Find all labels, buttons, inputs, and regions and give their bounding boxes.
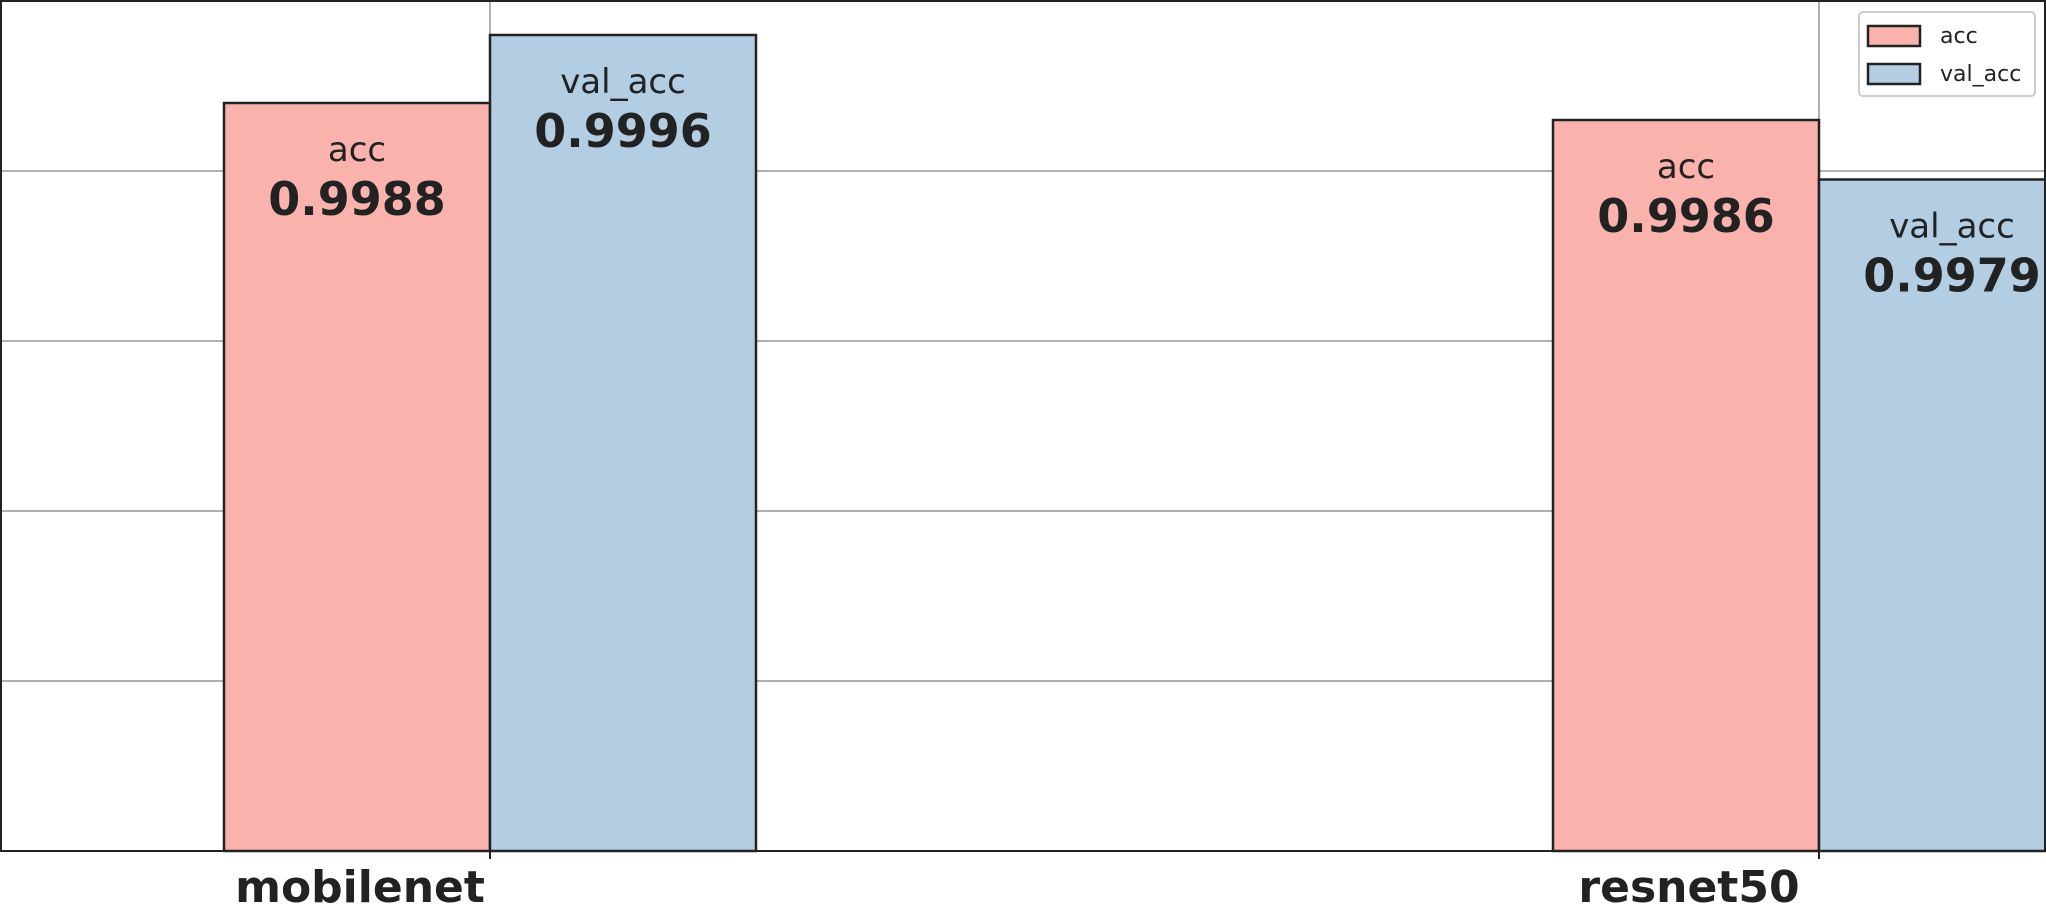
legend: acc val_acc bbox=[1858, 11, 2036, 97]
bar-value-label: 0.9986 bbox=[1597, 189, 1775, 243]
legend-label: val_acc bbox=[1940, 62, 2021, 87]
bar-series-label: acc bbox=[328, 130, 386, 170]
legend-swatch-acc bbox=[1866, 24, 1922, 48]
axes-frame bbox=[0, 0, 2046, 852]
bar-series-label: val_acc bbox=[1889, 207, 2015, 247]
legend-swatch-val_acc bbox=[1866, 62, 1922, 86]
bar-mobilenet-val_acc bbox=[488, 33, 758, 853]
x-tick-label: mobilenet bbox=[235, 862, 485, 913]
legend-label: acc bbox=[1940, 24, 1978, 49]
x-axis: mobilenet resnet50 bbox=[235, 851, 1820, 913]
bar-value-label: 0.9988 bbox=[268, 172, 446, 226]
x-tick-label: resnet50 bbox=[1578, 862, 1799, 913]
bar-series-label: acc bbox=[1657, 147, 1715, 187]
bar-series-label: val_acc bbox=[560, 62, 686, 102]
bar-value-label: 0.9979 bbox=[1863, 249, 2041, 303]
bar-value-label: 0.9996 bbox=[534, 104, 712, 158]
bar-resnet50-acc bbox=[1551, 118, 1821, 853]
